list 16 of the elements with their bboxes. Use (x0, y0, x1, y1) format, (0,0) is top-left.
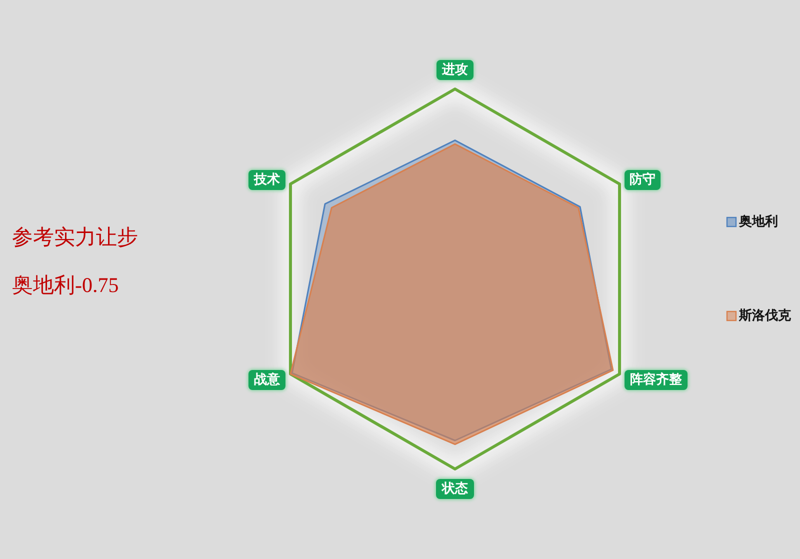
spoke-label: 技术 (252, 172, 280, 188)
spoke-label: 进攻 (436, 59, 474, 81)
annotation: 参考实力让步 (12, 225, 138, 249)
spoke-label: 阵容齐整 (630, 372, 684, 388)
spoke-label: 战意 (254, 372, 281, 388)
spoke-label: 战意 (247, 369, 286, 391)
spoke-label: 防守 (624, 169, 662, 191)
spoke-label: 进攻 (441, 62, 468, 78)
spoke-label: 防守 (630, 172, 656, 188)
spoke-label: 阵容齐整 (624, 369, 689, 391)
annotation: 奥地利-0.75 (12, 273, 119, 297)
spoke-label: 状态 (435, 478, 475, 500)
spoke-label: 技术 (247, 169, 286, 191)
legend-label: 斯洛伐克 (738, 308, 792, 324)
legend-label: 奥地利 (738, 214, 778, 230)
spoke-label: 状态 (441, 480, 469, 496)
